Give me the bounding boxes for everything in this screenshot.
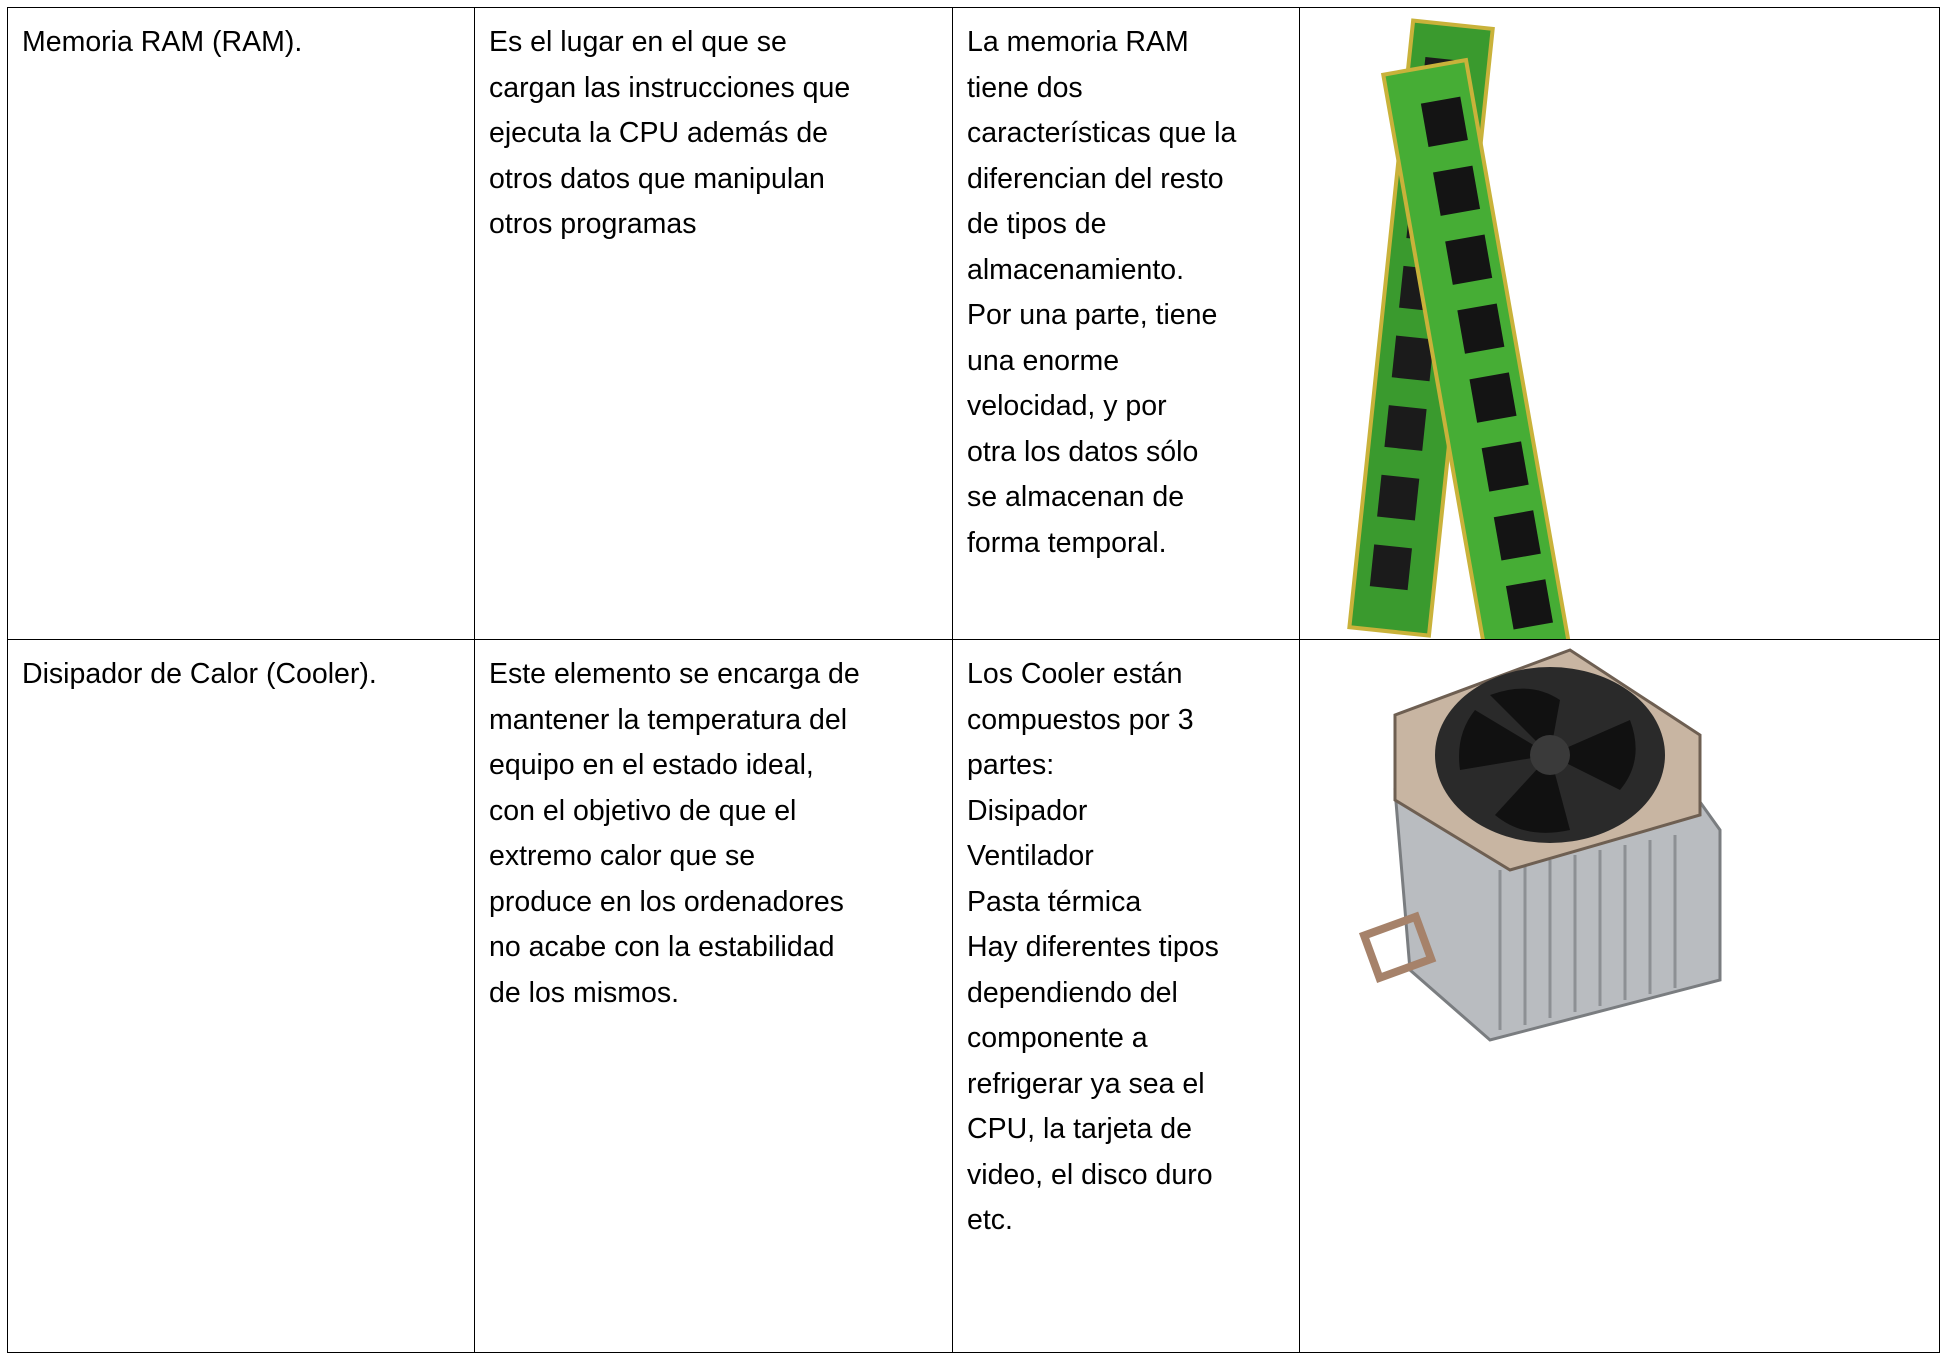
text-line: Es el lugar en el que se xyxy=(489,26,787,58)
components-table: Memoria RAM (RAM). Es el lugar en el que… xyxy=(7,7,1940,1353)
table-cell: Los Cooler están compuestos por 3 partes: D… xyxy=(952,639,1300,1353)
text-line: diferencian del resto xyxy=(967,162,1224,195)
text-line: otros datos que manipulan xyxy=(489,162,825,195)
text-line: forma temporal. xyxy=(967,526,1167,559)
text-line: ejecuta la CPU además de xyxy=(489,117,829,149)
text-line: Los Cooler están xyxy=(967,658,1183,690)
text-line: partes: xyxy=(967,749,1055,781)
text-line: dependiendo del xyxy=(967,976,1178,1009)
table-cell: Disipador de Calor (Cooler). xyxy=(7,639,475,1353)
text-line: Memoria RAM (RAM). xyxy=(22,26,303,58)
text-line: Disipador de Calor (Cooler). xyxy=(22,658,377,690)
text-line: CPU, la tarjeta de xyxy=(967,1113,1192,1145)
text-line: Hay diferentes tipos xyxy=(967,931,1219,963)
text-line: Este elemento se encarga de xyxy=(489,658,860,690)
text-line: refrigerar ya sea el xyxy=(967,1067,1205,1100)
text-line: compuestos por 3 xyxy=(967,703,1194,736)
text-line: de los mismos. xyxy=(489,976,680,1009)
text-line: equipo en el estado ideal, xyxy=(489,749,814,781)
text-line: produce en los ordenadores xyxy=(489,885,844,918)
page: Memoria RAM (RAM). Es el lugar en el que… xyxy=(7,7,1940,1353)
text-line: componente a xyxy=(967,1022,1148,1054)
text-line: video, el disco duro xyxy=(967,1158,1213,1191)
text-line: La memoria RAM xyxy=(967,26,1189,58)
text-line: se almacenan de xyxy=(967,481,1185,513)
ram-image xyxy=(1347,18,1571,639)
cooler-image xyxy=(1358,648,1722,1042)
table-cell: Es el lugar en el que se cargan las instr… xyxy=(474,7,953,640)
text-line: de tipos de xyxy=(967,208,1107,240)
text-line: otros programas xyxy=(489,208,697,240)
text-line: extremo calor que se xyxy=(489,840,756,872)
table-cell: La memoria RAM tiene dos características q… xyxy=(952,7,1300,640)
table-cell: Este elemento se encarga de mantener la t… xyxy=(474,639,953,1353)
image-cell xyxy=(1299,639,1940,1353)
text-line: Pasta térmica xyxy=(967,885,1142,918)
table-row: Disipador de Calor (Cooler). Este elemen… xyxy=(7,639,1940,1353)
text-line: otra los datos sólo xyxy=(967,435,1199,468)
text-line: mantener la temperatura del xyxy=(489,703,848,736)
text-line: velocidad, y por xyxy=(967,390,1167,422)
table-row: Memoria RAM (RAM). Es el lugar en el que… xyxy=(7,7,1940,640)
text-line: Disipador xyxy=(967,794,1088,827)
text-line: con el objetivo de que el xyxy=(489,794,797,827)
table-cell: Memoria RAM (RAM). xyxy=(7,7,475,640)
text-line: almacenamiento. xyxy=(967,253,1185,286)
text-line: no acabe con la estabilidad xyxy=(489,931,835,963)
text-line: Ventilador xyxy=(967,840,1094,872)
text-line: tiene dos xyxy=(967,71,1083,104)
text-line: cargan las instrucciones que xyxy=(489,71,851,104)
image-cell xyxy=(1299,7,1940,640)
text-line: una enorme xyxy=(967,344,1120,377)
text-line: Por una parte, tiene xyxy=(967,299,1218,331)
text-line: etc. xyxy=(967,1204,1013,1236)
text-line: características que la xyxy=(967,117,1237,149)
